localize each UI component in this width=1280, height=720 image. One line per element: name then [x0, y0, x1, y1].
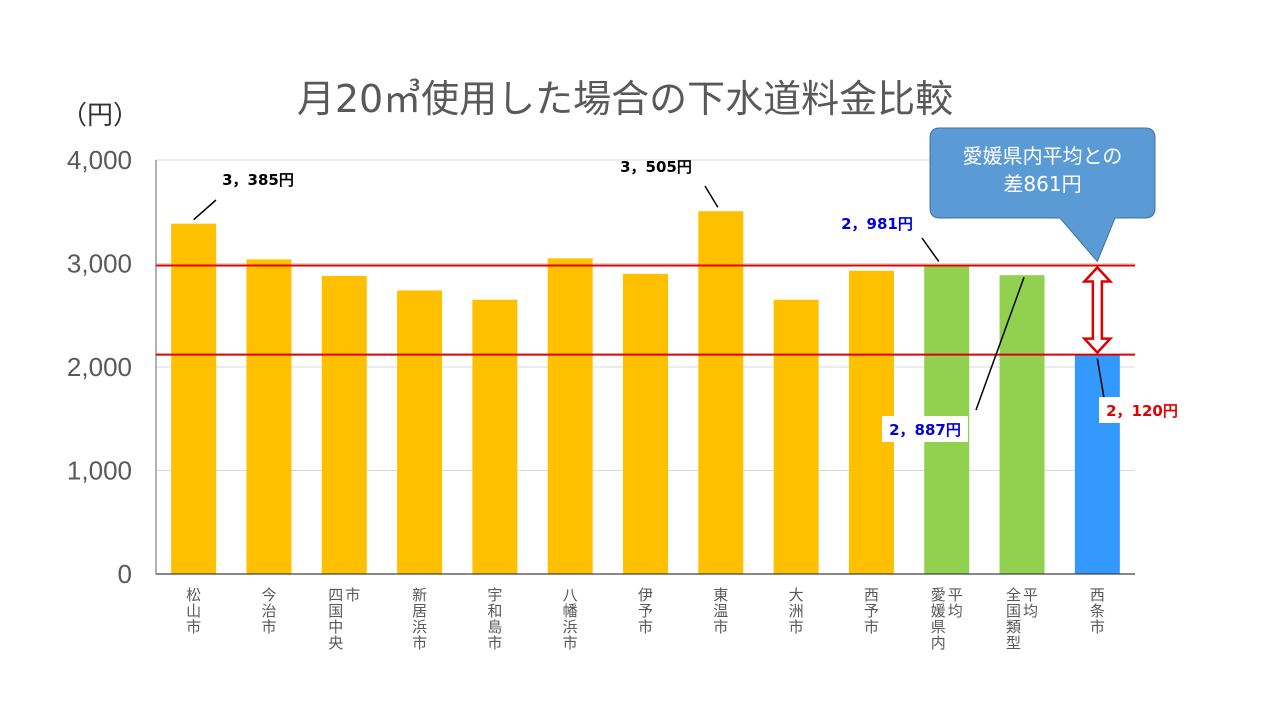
- callout-text: 差861円: [1003, 172, 1081, 196]
- x-tick-label: 全国類型: [1006, 586, 1021, 652]
- x-tick-label: 新居浜市: [412, 586, 427, 652]
- data-label: 3，385円: [222, 171, 294, 189]
- bar: [773, 299, 819, 574]
- x-tick-label: 宇和島市: [487, 586, 502, 652]
- x-tick-label: 愛媛県内: [931, 586, 946, 652]
- callout-text: 愛媛県内平均との: [963, 144, 1123, 168]
- x-tick-label: 平均: [1023, 586, 1038, 620]
- bar: [246, 259, 292, 574]
- y-tick-label: 1,000: [67, 456, 132, 486]
- x-tick-label: 伊予市: [638, 586, 653, 636]
- bar: [1074, 354, 1120, 574]
- data-label: 2，887円: [889, 421, 961, 439]
- x-tick-label: 今治市: [261, 586, 276, 636]
- data-label: 2，120円: [1106, 402, 1178, 420]
- bar: [171, 223, 217, 574]
- y-tick-label: 0: [118, 559, 132, 589]
- x-tick-label: 四国中央: [328, 586, 343, 652]
- leader-line: [1096, 358, 1105, 399]
- bar: [623, 273, 668, 574]
- x-tick-label: 東温市: [713, 586, 728, 636]
- bar: [698, 211, 744, 575]
- data-label: 3，505円: [620, 158, 692, 176]
- x-tick-label: 市: [345, 586, 360, 604]
- chart-title: 月20㎥使用した場合の下水道料金比較: [297, 77, 953, 121]
- bar: [999, 275, 1045, 574]
- bar: [321, 275, 367, 574]
- x-tick-label: 西条市: [1090, 586, 1105, 636]
- data-label-box: [882, 416, 968, 442]
- bars: [171, 211, 1120, 575]
- data-label-box: [1099, 397, 1185, 423]
- callout-bubble: [929, 127, 1156, 263]
- bar: [397, 290, 443, 574]
- difference-arrow: [1081, 265, 1114, 355]
- leader-line: [975, 276, 1025, 411]
- reference-lines: [156, 264, 1135, 356]
- leader-line: [921, 237, 940, 262]
- x-tick-label: 平均: [948, 586, 963, 620]
- y-axis-unit: （円）: [61, 101, 139, 131]
- x-tick-label: 西予市: [864, 586, 879, 636]
- bar: [547, 258, 593, 574]
- x-tick-label: 松山市: [186, 586, 201, 636]
- leader-line: [193, 199, 217, 221]
- data-labels: 3，385円 3，505円 2，981円 2，887円 2，120円: [193, 158, 1185, 442]
- y-tick-label: 4,000: [67, 145, 132, 175]
- data-label: 2，981円: [841, 215, 913, 233]
- bar: [472, 299, 518, 574]
- y-tick-label: 3,000: [67, 249, 132, 279]
- x-tick-label: 大洲市: [789, 586, 804, 636]
- leader-line: [704, 185, 719, 208]
- y-tick-label: 2,000: [67, 352, 132, 382]
- x-tick-label: 八幡浜市: [563, 586, 578, 652]
